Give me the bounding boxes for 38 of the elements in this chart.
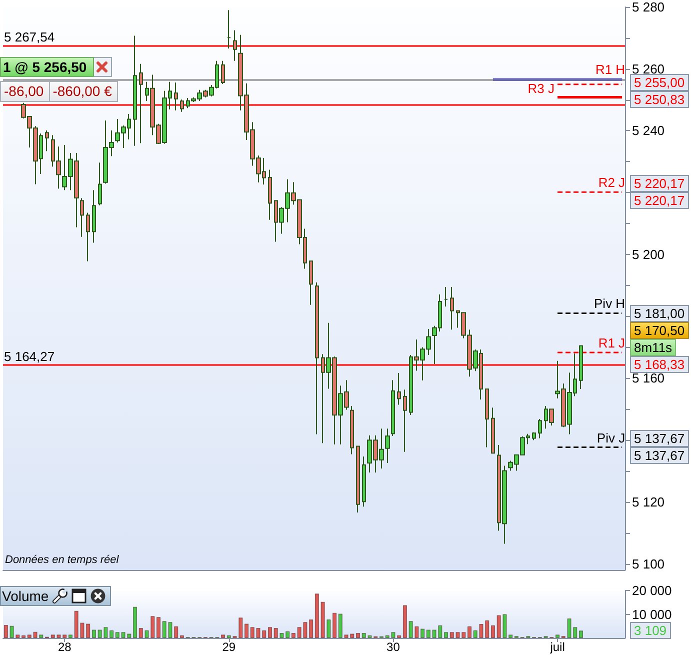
series-label: R3 J — [528, 81, 555, 96]
x-tick-label: juil — [549, 640, 565, 654]
x-tick-label: 29 — [222, 640, 236, 654]
data-label: 5 250,83 — [630, 90, 689, 108]
legend-label: R1 J — [598, 335, 626, 350]
ref-line-label: 5 164,27 — [4, 349, 55, 364]
y-tick-label: 5 160 — [632, 370, 665, 386]
annotation: -86,00 — [0, 80, 50, 102]
data-label: 5 255,00 — [630, 74, 689, 91]
series-label: R2 J — [598, 175, 626, 190]
text: 3 109 — [630, 622, 671, 640]
data-label: 5 137,67 — [630, 447, 689, 464]
data-label: 5 181,00 — [630, 304, 689, 322]
text: 8m11s — [630, 339, 676, 356]
data-label: 5 220,17 — [630, 192, 689, 210]
y-tick-label: 5 120 — [632, 494, 665, 510]
ref-line-label: 5 267,54 — [4, 30, 55, 45]
y-tick-label: 10 000 — [632, 606, 672, 622]
x-tick-label: 30 — [386, 640, 400, 654]
y-tick-label: 5 100 — [632, 556, 665, 572]
data-label: 5 137,67 — [630, 430, 689, 448]
ref-line-label: 1 @ 5 256,50 — [0, 56, 94, 77]
y-tick-label: 20 000 — [632, 583, 672, 598]
annotation: Données en temps réel — [5, 554, 119, 566]
y-tick-label: 5 260 — [632, 61, 665, 76]
series-label: R1 H — [595, 62, 626, 78]
chart-title: Volume — [2, 588, 49, 604]
text: 5 170,50 — [634, 323, 685, 338]
y-tick-label: 5 200 — [632, 246, 665, 262]
data-label: 5 220,17 — [630, 175, 689, 192]
annotation: -860,00 € — [48, 80, 118, 102]
panel-header: Volume — [0, 586, 111, 606]
series-label: Piv J — [596, 430, 626, 446]
x-tick-label: 28 — [58, 640, 72, 654]
y-tick-label: 5 280 — [632, 0, 665, 14]
data-label: 5 168,33 — [630, 356, 689, 374]
series-label: Piv H — [594, 296, 626, 312]
y-tick-label: 5 240 — [632, 123, 665, 138]
